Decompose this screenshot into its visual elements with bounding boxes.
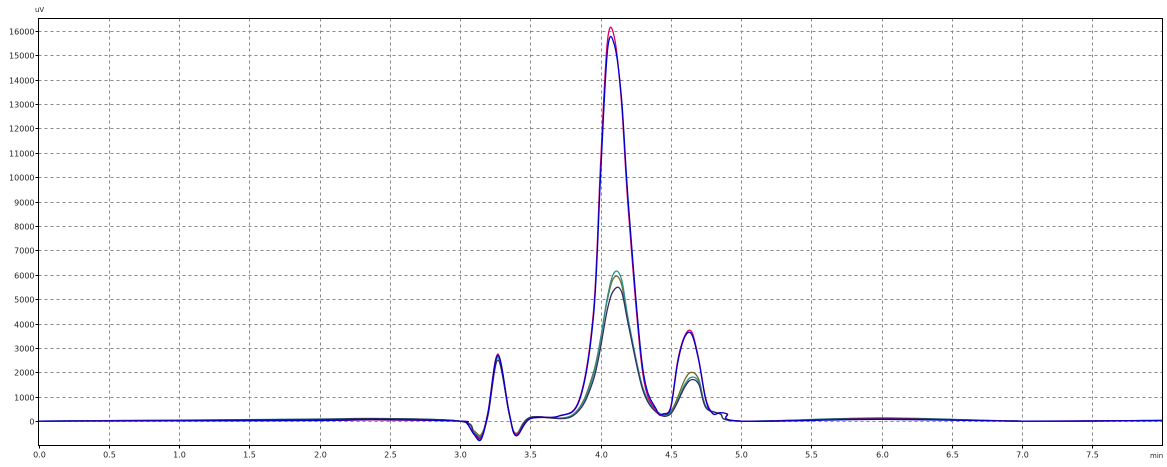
y-tick-label: 11000 [9,150,34,159]
x-tick-label: 7.5 [1086,451,1099,460]
x-tick-label: 3.0 [454,451,467,460]
y-unit-label: uV [35,6,44,14]
y-tick-label: 10000 [9,174,34,183]
x-tick-label: 2.0 [314,451,327,460]
y-tick-label: 15000 [9,52,34,61]
x-unit-label: min [1150,452,1163,460]
x-tick-label: 1.5 [243,451,256,460]
grid-layer [38,18,1163,446]
x-tick-label: 6.0 [876,451,889,460]
x-tick-label: 5.0 [735,451,748,460]
y-tick-label: 8000 [14,223,34,232]
trace-layer [38,26,1163,442]
x-tick-label: 5.5 [805,451,818,460]
x-tick-label: 7.0 [1016,451,1029,460]
x-tick-label: 4.0 [595,451,608,460]
y-tick-label: 13000 [9,101,34,110]
y-tick-label: 3000 [14,345,34,354]
y-tick-label: 5000 [14,296,34,305]
x-tick-label: 2.5 [384,451,397,460]
series-line-3 [38,275,1163,437]
y-tick-label: 9000 [14,199,34,208]
tick-layer: 0.0 0.5 1.0 1.5 2.0 2.5 3.0 3.5 4.0 4.5 5.0 5.5 6.0 6… [9,28,1099,460]
series-line-1 [38,26,1163,440]
y-tick-label: 1000 [14,394,34,403]
y-tick-label: 7000 [14,247,34,256]
y-tick-label: 2000 [14,369,34,378]
y-tick-label: 6000 [14,272,34,281]
x-tick-label: 4.5 [665,451,678,460]
x-tick-label: 0.5 [103,451,116,460]
series-line-2 [38,35,1163,442]
x-tick-label: 6.5 [946,451,959,460]
series-line-5 [38,286,1163,439]
series-line-4 [38,270,1163,438]
y-tick-label: 4000 [14,321,34,330]
y-tick-label: 14000 [9,77,34,86]
y-tick-label: 12000 [9,125,34,134]
x-tick-label: 1.0 [173,451,186,460]
x-tick-label: 3.5 [524,451,537,460]
y-tick-label: 0 [29,418,34,427]
y-tick-label: 16000 [9,28,34,37]
plot-frame [38,18,1163,446]
x-tick-label: 0.0 [33,451,46,460]
